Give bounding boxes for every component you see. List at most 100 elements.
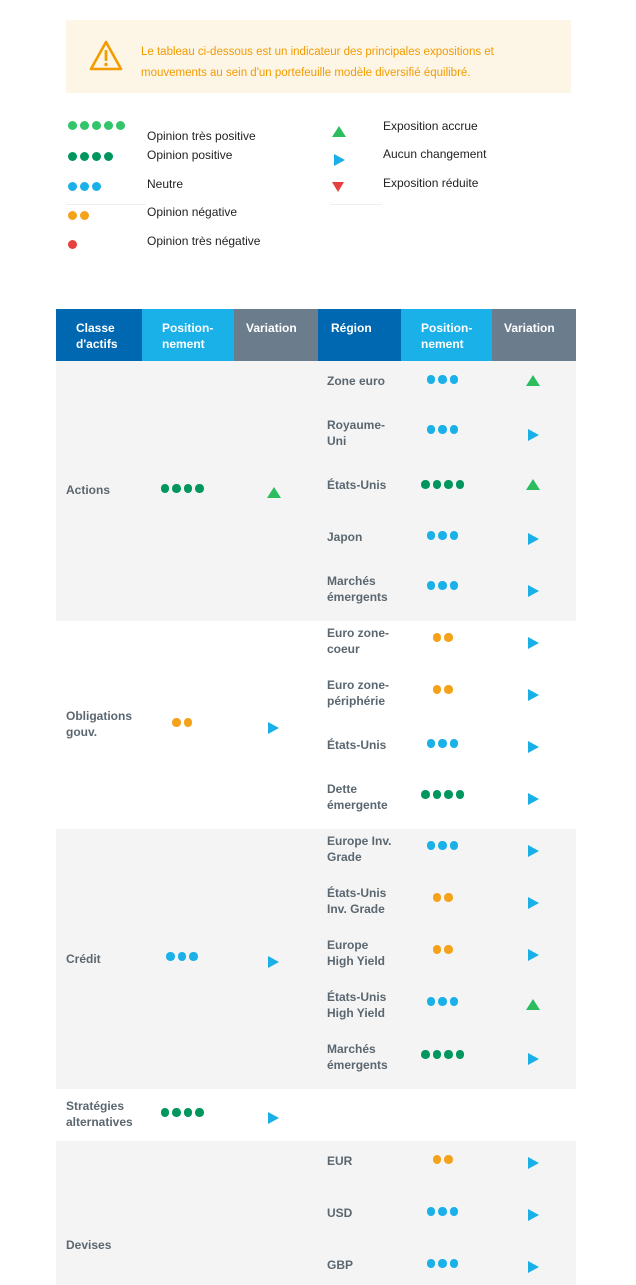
dot [160, 1108, 169, 1117]
notice-text: Le tableau ci-dessous est un indicateur … [141, 42, 541, 84]
dot [449, 841, 459, 850]
dot [426, 841, 436, 850]
legend-dots [68, 211, 89, 220]
triangle-up-icon [332, 126, 346, 137]
notice-line-2: mouvements au sein d'un portefeuille mod… [141, 67, 471, 79]
dot [183, 1108, 192, 1117]
dot [432, 1050, 441, 1059]
dot [438, 531, 447, 540]
dot [172, 718, 181, 727]
dot [426, 1259, 436, 1268]
dot [432, 790, 441, 799]
asset-class-label: Obligations gouv. [66, 709, 132, 739]
dot [80, 121, 89, 130]
region-label: Euro zone-coeur [327, 626, 389, 656]
dot [172, 484, 181, 493]
triangle-right-icon [528, 741, 539, 753]
triangle-right-icon [528, 793, 539, 805]
legend-label: Exposition accrue [383, 119, 478, 133]
header-variation-2: Variation [492, 309, 576, 361]
dot [68, 121, 77, 130]
dot [449, 1207, 459, 1216]
notice-line-1: Le tableau ci-dessous est un indicateur … [141, 46, 494, 58]
dot [449, 581, 459, 590]
asset-class-label: Actions [66, 483, 111, 497]
dot [438, 375, 447, 384]
triangle-right-icon [528, 585, 539, 597]
triangle-right-icon [528, 637, 539, 649]
asset-positioning-dots [160, 1108, 204, 1117]
asset-positioning-dots [172, 718, 192, 727]
legend-dots [68, 240, 77, 249]
legend-label: Opinion négative [147, 205, 238, 219]
dot [160, 484, 169, 493]
asset-class-label: Crédit [66, 952, 101, 966]
header-region: Région [318, 309, 401, 361]
dot [438, 425, 447, 434]
region-positioning-dots [421, 790, 464, 799]
dot [444, 685, 453, 694]
dot [68, 211, 77, 220]
dot [449, 425, 459, 434]
dot [438, 1207, 447, 1216]
dot [432, 1155, 441, 1164]
region-label: Europe Inv. Grade [327, 834, 392, 864]
dot [449, 997, 459, 1006]
legend-divider [66, 204, 146, 205]
dot [432, 480, 441, 489]
dot [68, 152, 77, 161]
dot [426, 997, 436, 1006]
region-label: USD [327, 1206, 353, 1220]
dot [426, 1207, 436, 1216]
asset-class-label: Devises [66, 1238, 112, 1252]
triangle-down-icon [332, 182, 344, 192]
dot [449, 1259, 459, 1268]
region-positioning-dots [432, 1155, 453, 1164]
triangle-up-icon [267, 487, 281, 498]
dot [432, 945, 441, 954]
region-positioning-dots [426, 531, 459, 540]
dot [92, 121, 101, 130]
legend-dots [68, 152, 113, 161]
region-label: États-Unis Inv. Grade [327, 886, 387, 916]
legend-label: Opinion très négative [147, 234, 261, 248]
region-label: États-Unis [327, 738, 387, 752]
triangle-right-icon [268, 1112, 279, 1124]
triangle-right-icon [528, 689, 539, 701]
triangle-right-icon [528, 949, 539, 961]
triangle-right-icon [528, 533, 539, 545]
dot [172, 1108, 181, 1117]
table-group: Stratégies alternatives [56, 1089, 576, 1141]
dot [444, 893, 453, 902]
dot [80, 182, 89, 191]
dot [444, 1050, 453, 1059]
legend-divider [330, 204, 382, 205]
legend-label: Opinion positive [147, 148, 233, 162]
warning-triangle-icon [89, 40, 123, 71]
region-positioning-dots [426, 739, 459, 748]
region-positioning-dots [432, 893, 453, 902]
legend-dots [68, 182, 101, 191]
dot [444, 633, 453, 642]
triangle-right-icon [268, 722, 279, 734]
table-group: Obligations gouv. Euro zone-coeur Euro zone… [56, 621, 576, 829]
dot [444, 790, 453, 799]
region-label: États-Unis High Yield [327, 990, 387, 1020]
triangle-right-icon [528, 1209, 539, 1221]
dot [449, 739, 459, 748]
triangle-right-icon [528, 1053, 539, 1065]
dot [438, 581, 447, 590]
region-label: Europe High Yield [327, 938, 386, 968]
dot [426, 425, 436, 434]
dot [426, 531, 436, 540]
region-label: États-Unis [327, 478, 387, 492]
dot [438, 997, 447, 1006]
dot [421, 480, 430, 489]
triangle-right-icon [528, 1157, 539, 1169]
region-label: EUR [327, 1154, 353, 1168]
legend-dots [68, 121, 125, 130]
region-label: Marchés émergents [327, 1042, 388, 1072]
region-positioning-dots [426, 1259, 459, 1268]
triangle-up-icon [526, 479, 540, 490]
dot [68, 240, 77, 249]
